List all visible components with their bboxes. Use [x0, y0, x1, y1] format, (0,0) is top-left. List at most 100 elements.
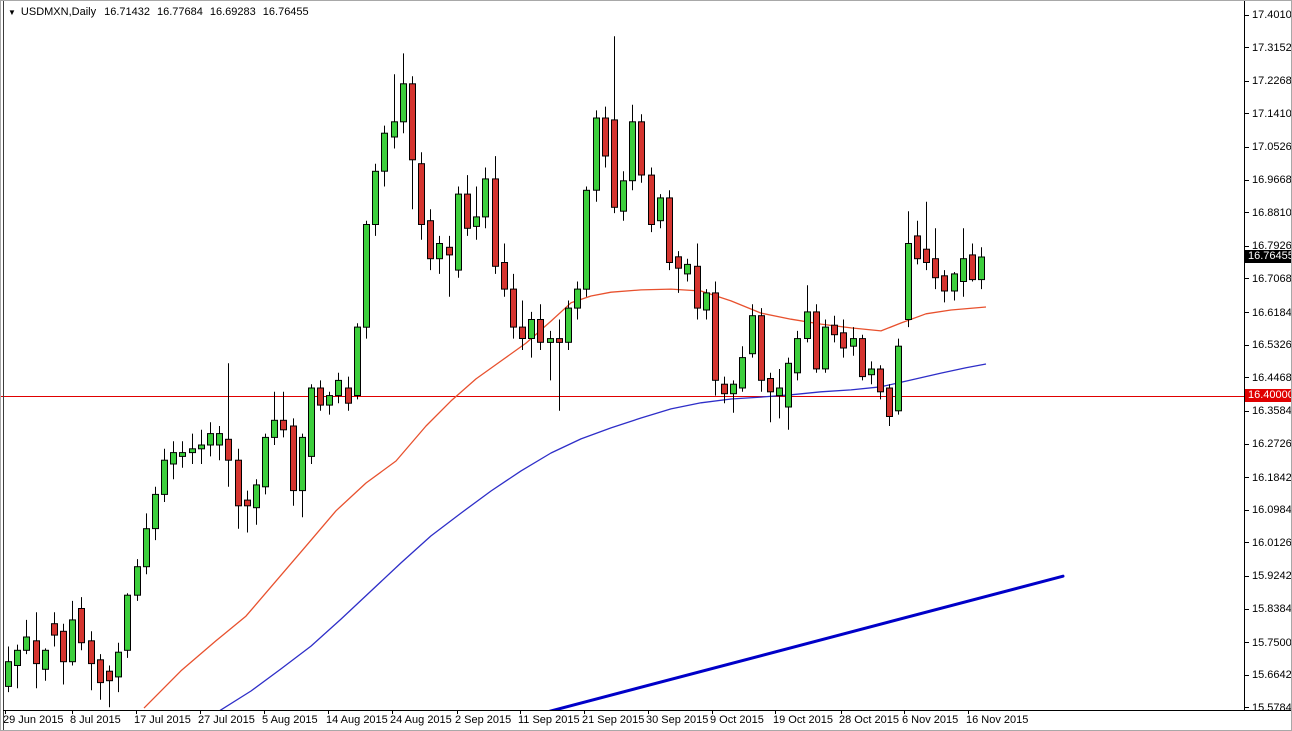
- date-axis-label: 8 Jul 2015: [70, 714, 121, 726]
- date-tick: [72, 710, 73, 714]
- candle: [225, 363, 232, 487]
- price-tick: [1245, 179, 1249, 181]
- date-tick: [968, 710, 969, 714]
- candle: [179, 441, 186, 468]
- candle: [730, 380, 737, 413]
- date-axis-label: 17 Jul 2015: [134, 714, 191, 726]
- candle: [501, 243, 508, 297]
- candle: [537, 304, 544, 350]
- price-axis-label: 15.83840: [1245, 603, 1292, 616]
- candle: [675, 251, 682, 293]
- candle: [271, 391, 278, 445]
- date-axis-label: 6 Nov 2015: [902, 714, 959, 726]
- candle: [161, 448, 168, 502]
- close-value: 16.76455: [262, 6, 309, 18]
- price-tick: [1245, 410, 1249, 412]
- candle: [620, 171, 627, 221]
- date-axis-label: 24 Aug 2015: [390, 714, 452, 726]
- candle: [583, 186, 590, 297]
- price-tick: [1245, 707, 1249, 709]
- date-tick: [584, 710, 585, 714]
- candle: [886, 384, 893, 426]
- price-tick: [1245, 312, 1249, 314]
- candlestick-chart-canvas[interactable]: [1, 1, 1245, 711]
- candle: [115, 642, 122, 693]
- candle: [978, 247, 985, 290]
- candle: [400, 53, 407, 134]
- candle: [758, 308, 765, 392]
- price-text: 16.79260: [1252, 240, 1292, 253]
- price-text: 16.53260: [1252, 339, 1292, 352]
- price-text: 16.88100: [1252, 206, 1292, 219]
- candle: [629, 104, 636, 191]
- candle: [170, 441, 177, 480]
- trendline[interactable]: [543, 574, 1065, 711]
- date-axis-label: 9 Oct 2015: [710, 714, 764, 726]
- date-axis-label: 16 Nov 2015: [966, 714, 1029, 726]
- candle: [593, 110, 600, 202]
- price-text: 15.83840: [1252, 603, 1292, 616]
- price-tick: [1245, 642, 1249, 644]
- candle: [831, 315, 838, 343]
- candle: [776, 369, 783, 419]
- candle: [88, 631, 95, 691]
- candle: [510, 273, 517, 339]
- date-tick: [5, 710, 6, 714]
- candle: [69, 600, 76, 666]
- price-axis-label: 16.96680: [1245, 174, 1291, 186]
- candle: [23, 619, 30, 655]
- price-axis-label: 16.88100: [1245, 206, 1292, 219]
- price-text: 15.75000: [1252, 636, 1292, 649]
- candle: [372, 163, 379, 236]
- candle: [381, 125, 388, 187]
- dropdown-triangle-icon[interactable]: ▼: [8, 7, 16, 17]
- price-text: 16.27260: [1252, 438, 1292, 451]
- price-axis-label: 17.40100: [1245, 9, 1291, 21]
- candle: [914, 220, 921, 265]
- candle: [198, 429, 205, 464]
- price-axis-label: 17.31520: [1245, 42, 1291, 54]
- price-tick: [1245, 674, 1249, 676]
- low-value: 16.69283: [209, 6, 256, 18]
- window-left-border: [3, 1, 4, 730]
- price-text: 17.22680: [1252, 75, 1292, 88]
- price-tick: [1245, 477, 1249, 479]
- date-axis-label: 30 Sep 2015: [646, 714, 709, 726]
- candle: [492, 156, 499, 274]
- date-tick: [457, 710, 458, 714]
- date-axis-border: [3, 710, 1291, 711]
- price-text: 15.92420: [1252, 570, 1292, 583]
- candle: [280, 391, 287, 438]
- price-axis-label: 16.27260: [1245, 438, 1292, 451]
- date-axis-label: 21 Sep 2015: [582, 714, 645, 726]
- date-tick: [712, 710, 713, 714]
- candle: [785, 357, 792, 430]
- candle: [804, 285, 811, 343]
- candle: [739, 346, 746, 392]
- candle: [317, 380, 324, 411]
- price-text: 15.57840: [1252, 701, 1292, 714]
- candle: [42, 648, 49, 681]
- price-axis-label: 16.53260: [1245, 339, 1292, 352]
- date-tick: [392, 710, 393, 714]
- price-axis-label: 17.22680: [1245, 75, 1292, 88]
- candle: [363, 220, 370, 339]
- candle: [638, 114, 645, 183]
- candle: [482, 167, 489, 229]
- price-text: 16.18420: [1252, 471, 1292, 484]
- candle: [749, 304, 756, 358]
- date-tick: [264, 710, 265, 714]
- date-tick: [328, 710, 329, 714]
- date-axis-label: 28 Oct 2015: [839, 714, 899, 726]
- price-axis-label: 16.01260: [1245, 537, 1291, 549]
- candle: [941, 270, 948, 303]
- price-tick: [1245, 344, 1249, 346]
- price-tick: [1245, 443, 1249, 445]
- price-axis-label: 16.09840: [1245, 504, 1291, 516]
- candle: [418, 152, 425, 240]
- hline-price-badge: 16.40000: [1245, 389, 1291, 403]
- price-axis-label: 16.70680: [1245, 273, 1291, 285]
- candle: [868, 361, 875, 385]
- ma-blue-line: [217, 363, 987, 711]
- date-tick: [136, 710, 137, 714]
